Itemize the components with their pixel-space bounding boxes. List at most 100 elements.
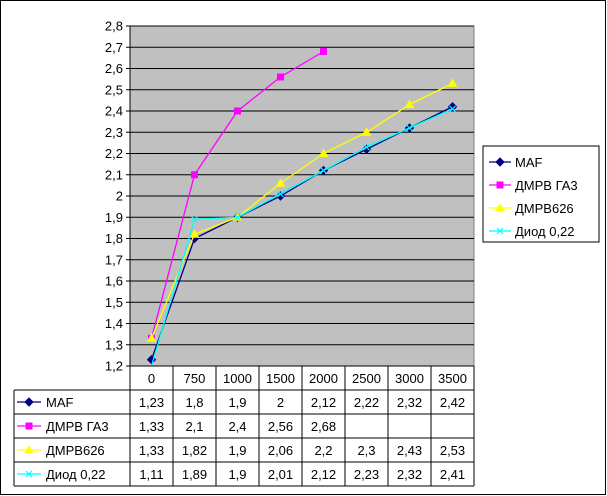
data-point xyxy=(320,48,327,55)
table-cell-value: 2,23 xyxy=(354,467,379,482)
y-tick-label: 1,9 xyxy=(105,210,123,225)
y-tick-label: 2 xyxy=(116,189,123,204)
data-point xyxy=(318,148,329,157)
table-cell-value: 2,3 xyxy=(357,443,375,458)
x-tick-label: 0 xyxy=(148,371,155,386)
y-tick-label: 2,3 xyxy=(105,125,123,140)
table-cell-value: 2,2 xyxy=(314,443,332,458)
table-cell-value: 2,4 xyxy=(228,419,246,434)
table-cell-value: 1,11 xyxy=(139,467,163,482)
x-tick-label: 3500 xyxy=(438,371,467,386)
table-legend-marker xyxy=(24,397,34,407)
table-series-name: MAF xyxy=(46,395,74,410)
legend-label: ДМРВ ГА3 xyxy=(515,178,578,193)
table-cell-value: 1,9 xyxy=(228,395,246,410)
table-cell-value: 2,41 xyxy=(440,467,465,482)
table-legend-marker xyxy=(25,422,33,430)
table-cell-value: 2,56 xyxy=(268,419,293,434)
legend-label: ДМРВ626 xyxy=(515,201,574,216)
data-point xyxy=(277,190,284,198)
table-series-name: ДМРВ626 xyxy=(46,443,105,458)
legend-label: MAF xyxy=(515,155,543,170)
data-point xyxy=(406,124,413,132)
table-cell-value: 2,43 xyxy=(397,443,422,458)
x-tick-label: 2500 xyxy=(352,371,381,386)
legend-label: Диод 0,22 xyxy=(515,224,575,239)
y-tick-label: 2,7 xyxy=(105,40,123,55)
data-point xyxy=(361,127,372,136)
series-line-3 xyxy=(150,108,453,367)
y-tick-label: 1,8 xyxy=(105,231,123,246)
data-point xyxy=(404,99,415,109)
series-line-2 xyxy=(150,82,453,339)
table-cell-value: 2 xyxy=(277,395,284,410)
data-point xyxy=(320,167,327,174)
data-point xyxy=(234,107,241,115)
table-cell-value: 1,8 xyxy=(185,395,203,410)
y-tick-label: 1,2 xyxy=(105,359,123,374)
data-point xyxy=(277,73,284,81)
table-series-name: Диод 0,22 xyxy=(46,467,106,482)
y-tick-label: 2,2 xyxy=(105,146,123,161)
y-tick-label: 2,4 xyxy=(105,104,123,119)
table-cell-value: 2,32 xyxy=(397,395,422,410)
table-cell-value: 1,33 xyxy=(139,443,164,458)
table-cell-value: 2,12 xyxy=(311,467,336,482)
y-tick-label: 2,1 xyxy=(105,167,123,182)
table-cell-value: 2,1 xyxy=(185,419,203,434)
data-point-stroke-b xyxy=(277,190,284,198)
data-point xyxy=(191,215,198,223)
x-tick-label: 2000 xyxy=(309,371,338,386)
table-cell-value: 1,82 xyxy=(182,443,207,458)
data-point xyxy=(447,102,458,112)
table-cell-value: 2,53 xyxy=(440,443,465,458)
x-tick-label: 750 xyxy=(184,371,206,386)
table-cell-value: 2,12 xyxy=(311,395,336,410)
data-point xyxy=(275,178,286,187)
table-cell-value: 2,42 xyxy=(440,395,465,410)
table-series-name: ДМРВ ГА3 xyxy=(46,419,109,434)
y-tick-label: 1,7 xyxy=(105,252,123,267)
data-point-stroke-b xyxy=(406,124,413,132)
data-point-stroke-b xyxy=(363,143,370,151)
y-tick-label: 2,8 xyxy=(105,19,123,34)
table-cell-value: 2,32 xyxy=(397,467,422,482)
data-point xyxy=(234,213,241,221)
data-point-stroke-b xyxy=(320,167,327,174)
table-cell-value: 2,22 xyxy=(354,395,379,410)
data-point-stroke-b xyxy=(191,215,198,223)
y-tick-label: 1,6 xyxy=(105,274,123,289)
legend-marker xyxy=(495,157,505,167)
data-table: 0 750 1000 1500 2000 2500 3000 3500 MAF 1,23 1,8 1,… xyxy=(13,365,475,487)
legend: MAF ДМРВ ГА3 ДМРВ626 Диод 0,22 xyxy=(482,145,600,243)
data-point-stroke-b xyxy=(449,105,456,113)
legend-marker xyxy=(496,227,504,235)
x-tick-label: 3000 xyxy=(395,371,424,386)
y-tick-label: 1,4 xyxy=(105,316,123,331)
data-point xyxy=(146,333,157,342)
plot-area: 1,2 1,3 1,4 1,5 1,6 1,7 1,8 1,9 2 2,1 2,2 2,3 2,4 2,5… xyxy=(105,19,475,374)
legend-marker xyxy=(496,181,504,189)
table-legend-marker-stroke-b xyxy=(25,470,33,478)
table-cell-value: 1,33 xyxy=(139,419,164,434)
data-point xyxy=(449,105,456,113)
data-point xyxy=(189,229,200,238)
table-cell-value: 1,9 xyxy=(228,443,246,458)
legend-marker-stroke-b xyxy=(496,227,504,235)
table-cell-value: 1,89 xyxy=(182,467,207,482)
table-cell-value: 1,9 xyxy=(228,467,246,482)
y-tick-label: 2,6 xyxy=(105,61,123,76)
y-tick-label: 2,5 xyxy=(105,82,123,97)
y-tick-label: 1,3 xyxy=(105,337,123,352)
x-tick-label: 1000 xyxy=(223,371,252,386)
data-point xyxy=(447,78,458,87)
table-cell-value: 2,06 xyxy=(268,443,293,458)
data-point xyxy=(191,171,198,179)
data-point-stroke-b xyxy=(234,213,241,221)
data-point xyxy=(363,143,370,151)
table-cell-value: 2,68 xyxy=(311,419,336,434)
table-legend-marker xyxy=(25,470,33,478)
table-cell-value: 2,01 xyxy=(268,467,293,482)
table-legend-marker xyxy=(24,444,34,454)
